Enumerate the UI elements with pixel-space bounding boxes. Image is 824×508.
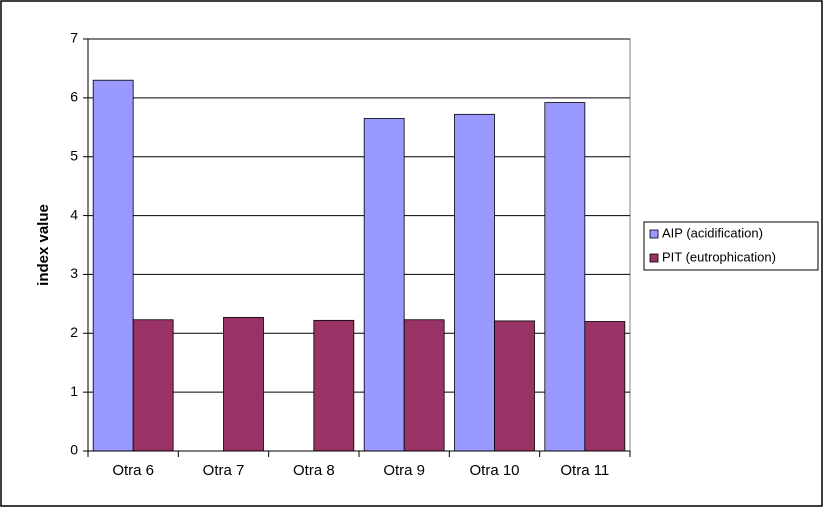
x-tick-label: Otra 7	[203, 462, 245, 479]
y-tick-label: 1	[70, 383, 78, 399]
bar	[494, 320, 535, 452]
y-axis-label: index value	[35, 204, 52, 286]
y-tick-label: 4	[70, 206, 78, 222]
legend-swatch	[649, 229, 659, 239]
plot-area	[87, 38, 631, 452]
y-tick-label: 5	[70, 147, 78, 163]
x-tick-label: Otra 11	[560, 462, 609, 479]
legend-label: PIT (eutrophication)	[662, 249, 776, 264]
legend-box	[643, 221, 819, 271]
y-tick-label: 2	[70, 324, 78, 340]
y-tick-label: 6	[70, 89, 78, 105]
bar	[132, 319, 174, 452]
bar	[403, 319, 445, 452]
bar	[454, 113, 495, 452]
x-tick-label: Otra 8	[293, 462, 335, 479]
bar	[363, 118, 405, 452]
y-tick-label: 0	[70, 442, 78, 458]
y-tick-label: 7	[70, 30, 78, 46]
y-tick-label: 3	[70, 265, 78, 281]
bar	[584, 321, 626, 452]
x-tick-label: Otra 6	[112, 462, 154, 479]
x-tick-label: Otra 9	[383, 462, 425, 479]
bar	[92, 79, 134, 452]
bar	[544, 102, 586, 452]
bar	[313, 319, 355, 452]
bar	[223, 316, 264, 452]
x-tick-label: Otra 10	[469, 462, 519, 479]
legend-swatch	[649, 253, 659, 263]
legend-label: AIP (acidification)	[662, 225, 763, 240]
